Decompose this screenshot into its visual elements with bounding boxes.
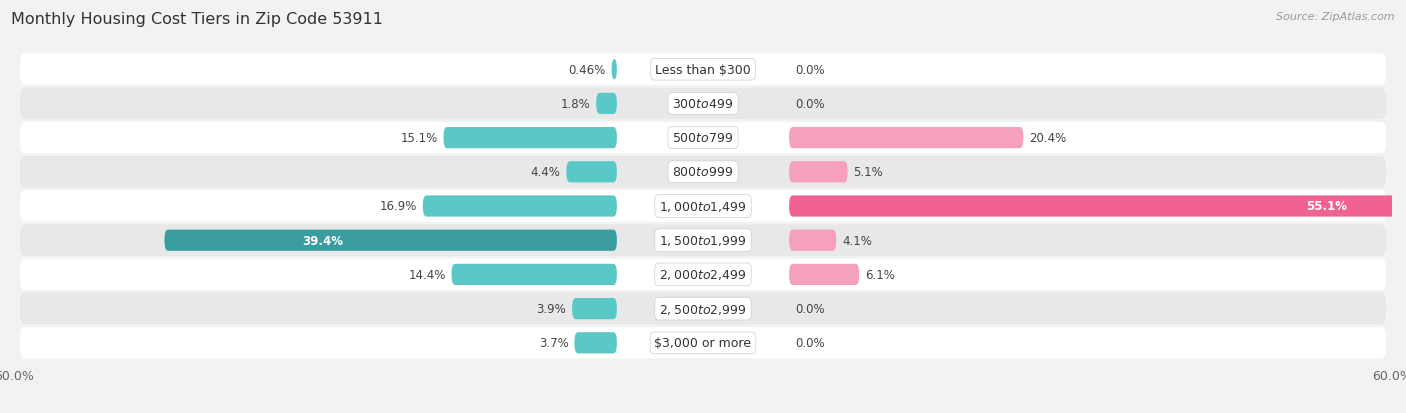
FancyBboxPatch shape (789, 196, 1406, 217)
FancyBboxPatch shape (443, 128, 617, 149)
Text: 0.0%: 0.0% (794, 64, 824, 76)
Text: 55.1%: 55.1% (1306, 200, 1347, 213)
Text: 1.8%: 1.8% (561, 97, 591, 111)
Text: 3.7%: 3.7% (538, 337, 568, 349)
FancyBboxPatch shape (20, 259, 1386, 290)
FancyBboxPatch shape (20, 88, 1386, 120)
FancyBboxPatch shape (596, 94, 617, 115)
FancyBboxPatch shape (451, 264, 617, 285)
Text: 0.46%: 0.46% (568, 64, 606, 76)
FancyBboxPatch shape (612, 59, 617, 81)
Text: Less than $300: Less than $300 (655, 64, 751, 76)
Text: 39.4%: 39.4% (302, 234, 343, 247)
FancyBboxPatch shape (20, 123, 1386, 154)
Text: 16.9%: 16.9% (380, 200, 418, 213)
FancyBboxPatch shape (789, 230, 837, 251)
FancyBboxPatch shape (567, 162, 617, 183)
Text: 3.9%: 3.9% (537, 302, 567, 316)
FancyBboxPatch shape (572, 298, 617, 319)
FancyBboxPatch shape (20, 157, 1386, 188)
FancyBboxPatch shape (575, 332, 617, 354)
Text: 0.0%: 0.0% (794, 97, 824, 111)
FancyBboxPatch shape (20, 191, 1386, 222)
Text: $2,500 to $2,999: $2,500 to $2,999 (659, 302, 747, 316)
Text: Monthly Housing Cost Tiers in Zip Code 53911: Monthly Housing Cost Tiers in Zip Code 5… (11, 12, 384, 27)
Text: 0.0%: 0.0% (794, 302, 824, 316)
FancyBboxPatch shape (789, 128, 1024, 149)
Text: 20.4%: 20.4% (1029, 132, 1066, 145)
Text: 0.0%: 0.0% (794, 337, 824, 349)
Text: 6.1%: 6.1% (865, 268, 894, 281)
FancyBboxPatch shape (423, 196, 617, 217)
Text: 15.1%: 15.1% (401, 132, 437, 145)
Text: $2,000 to $2,499: $2,000 to $2,499 (659, 268, 747, 282)
FancyBboxPatch shape (20, 55, 1386, 86)
Text: 14.4%: 14.4% (408, 268, 446, 281)
Text: $500 to $799: $500 to $799 (672, 132, 734, 145)
Text: $1,000 to $1,499: $1,000 to $1,499 (659, 199, 747, 214)
Text: $3,000 or more: $3,000 or more (655, 337, 751, 349)
Text: Source: ZipAtlas.com: Source: ZipAtlas.com (1277, 12, 1395, 22)
FancyBboxPatch shape (789, 264, 859, 285)
FancyBboxPatch shape (20, 225, 1386, 256)
Text: 5.1%: 5.1% (853, 166, 883, 179)
FancyBboxPatch shape (20, 293, 1386, 325)
FancyBboxPatch shape (20, 327, 1386, 358)
Text: 4.1%: 4.1% (842, 234, 872, 247)
Text: $1,500 to $1,999: $1,500 to $1,999 (659, 234, 747, 248)
Text: 4.4%: 4.4% (530, 166, 561, 179)
Text: $800 to $999: $800 to $999 (672, 166, 734, 179)
FancyBboxPatch shape (165, 230, 617, 251)
FancyBboxPatch shape (789, 162, 848, 183)
Text: $300 to $499: $300 to $499 (672, 97, 734, 111)
